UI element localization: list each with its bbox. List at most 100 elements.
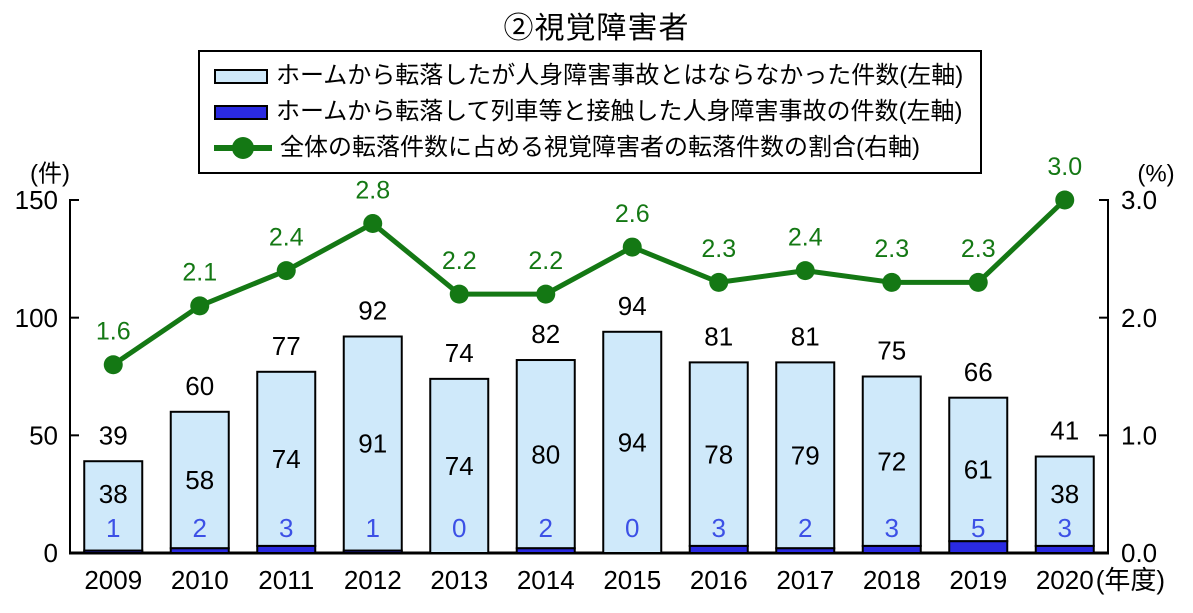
bar-2019-no-injury-label: 61 bbox=[964, 455, 993, 485]
point-2019 bbox=[968, 272, 988, 292]
bar-2018-total-label: 75 bbox=[877, 336, 906, 366]
ratio-line bbox=[110, 197, 1068, 368]
bar-2009-no-injury-label: 38 bbox=[99, 479, 128, 509]
bar-2020-accident-label: 3 bbox=[1058, 513, 1072, 543]
bar-2015-accident-label: 0 bbox=[625, 513, 639, 543]
dark-bar-swatch-icon bbox=[214, 104, 268, 120]
point-2009 bbox=[103, 355, 123, 375]
x-label-2014: 2014 bbox=[517, 565, 575, 595]
bar-2013-no-injury-label: 74 bbox=[445, 451, 474, 481]
bar-2018-accident bbox=[861, 544, 922, 555]
point-2016-label: 2.3 bbox=[701, 235, 736, 263]
point-2011-label: 2.4 bbox=[269, 223, 304, 251]
bar-2010-total-label: 60 bbox=[185, 371, 214, 401]
point-2012 bbox=[363, 214, 383, 234]
point-2019-label: 2.3 bbox=[961, 235, 996, 263]
bar-2009-no-injury bbox=[83, 460, 144, 552]
bar-2019-total-label: 66 bbox=[964, 357, 993, 387]
x-label-suffix: (年度) bbox=[1096, 565, 1165, 595]
legend-item-ratio: 全体の転落件数に占める視覚障害者の転落件数の割合(右軸) bbox=[200, 136, 980, 160]
left-tick-label-150: 150 bbox=[15, 185, 58, 215]
bar-2018-no-injury-label: 72 bbox=[877, 446, 906, 476]
bar-2013-accident-label: 0 bbox=[452, 513, 466, 543]
x-label-2012: 2012 bbox=[344, 565, 402, 595]
x-label-2016: 2016 bbox=[690, 565, 748, 595]
x-label-2020: 2020 bbox=[1036, 565, 1094, 595]
bar-2015-no-injury-label: 94 bbox=[618, 427, 647, 457]
point-2014 bbox=[536, 284, 556, 304]
x-label-2010: 2010 bbox=[171, 565, 229, 595]
bar-2011-no-injury bbox=[256, 370, 317, 547]
point-2011 bbox=[276, 261, 296, 281]
point-2020-label: 3.0 bbox=[1047, 153, 1082, 181]
bar-2019-accident-label: 5 bbox=[971, 513, 985, 543]
bar-2010-no-injury-label: 58 bbox=[185, 465, 214, 495]
legend-item-no-injury: ホームから転落したが人身障害事故とはならなかった件数(左軸) bbox=[200, 64, 980, 88]
legend-label-no-injury: ホームから転落したが人身障害事故とはならなかった件数(左軸) bbox=[276, 62, 964, 89]
legend-item-accident: ホームから転落して列車等と接触した人身障害事故の件数(左軸) bbox=[200, 100, 980, 124]
x-label-2009: 2009 bbox=[84, 565, 142, 595]
bar-2017-no-injury bbox=[775, 361, 836, 550]
bar-2020-accident bbox=[1034, 544, 1095, 555]
bar-2017-accident-label: 2 bbox=[798, 513, 812, 543]
light-bar-swatch-icon bbox=[214, 68, 268, 84]
right-axis-unit-label: (%) bbox=[1137, 160, 1174, 187]
point-2018 bbox=[882, 272, 902, 292]
bar-2009-accident-label: 1 bbox=[106, 513, 120, 543]
bar-2019-no-injury bbox=[948, 396, 1009, 543]
chart-title: ②視覚障害者 bbox=[503, 12, 690, 45]
left-tick-label-50: 50 bbox=[29, 420, 58, 450]
right-tick-label-3.0: 3.0 bbox=[1121, 185, 1157, 215]
bar-2014-accident bbox=[515, 547, 576, 555]
line-marker-swatch-icon bbox=[214, 137, 272, 159]
bar-2016-accident bbox=[688, 544, 749, 555]
bar-2011-accident-label: 3 bbox=[279, 513, 293, 543]
bar-2016-total-label: 81 bbox=[704, 321, 733, 351]
x-label-2017: 2017 bbox=[776, 565, 834, 595]
bar-2012-no-injury-label: 91 bbox=[358, 429, 387, 459]
bar-2012-no-injury bbox=[342, 335, 403, 552]
point-2012-label: 2.8 bbox=[355, 176, 390, 204]
bar-2017-no-injury-label: 79 bbox=[791, 440, 820, 470]
bar-2014-accident-label: 2 bbox=[539, 513, 553, 543]
bar-2011-no-injury-label: 74 bbox=[272, 444, 301, 474]
point-2014-label: 2.2 bbox=[528, 247, 563, 275]
bar-2015-no-injury bbox=[602, 330, 663, 554]
bar-2018-accident-label: 3 bbox=[885, 513, 899, 543]
bar-2014-total-label: 82 bbox=[531, 319, 560, 349]
right-tick-label-0.0: 0.0 bbox=[1121, 538, 1157, 568]
x-label-2013: 2013 bbox=[430, 565, 488, 595]
bar-2013-no-injury bbox=[429, 377, 490, 554]
x-label-2019: 2019 bbox=[949, 565, 1007, 595]
right-tick-label-2.0: 2.0 bbox=[1121, 303, 1157, 333]
bar-2013-total-label: 74 bbox=[445, 338, 474, 368]
legend-box: ホームから転落したが人身障害事故とはならなかった件数(左軸) ホームから転落して… bbox=[198, 50, 982, 174]
point-2017-label: 2.4 bbox=[788, 223, 823, 251]
right-tick-label-1.0: 1.0 bbox=[1121, 420, 1157, 450]
bar-2014-no-injury-label: 80 bbox=[531, 439, 560, 469]
bar-2018-no-injury bbox=[861, 375, 922, 547]
point-2016 bbox=[709, 272, 729, 292]
bar-2017-total-label: 81 bbox=[791, 321, 820, 351]
bar-2009-total-label: 39 bbox=[99, 420, 128, 450]
legend-label-ratio: 全体の転落件数に占める視覚障害者の転落件数の割合(右軸) bbox=[280, 134, 920, 161]
bar-2015-total-label: 94 bbox=[618, 291, 647, 321]
left-axis-unit-label: (件) bbox=[30, 160, 70, 187]
point-2013 bbox=[449, 284, 469, 304]
bar-2016-no-injury-label: 78 bbox=[704, 439, 733, 469]
bar-2019-accident bbox=[948, 540, 1009, 555]
point-2015 bbox=[622, 237, 642, 257]
bar-2016-accident-label: 3 bbox=[712, 513, 726, 543]
point-2020 bbox=[1055, 190, 1075, 210]
legend-label-accident: ホームから転落して列車等と接触した人身障害事故の件数(左軸) bbox=[276, 98, 963, 125]
legend-dot-icon bbox=[232, 137, 254, 159]
bar-2011-accident bbox=[256, 544, 317, 555]
point-2010 bbox=[190, 296, 210, 316]
bar-2020-no-injury-label: 38 bbox=[1050, 479, 1079, 509]
point-2018-label: 2.3 bbox=[874, 235, 909, 263]
point-2009-label: 1.6 bbox=[96, 317, 131, 345]
bar-2017-accident bbox=[775, 547, 836, 555]
bar-2012-accident-label: 1 bbox=[366, 513, 380, 543]
